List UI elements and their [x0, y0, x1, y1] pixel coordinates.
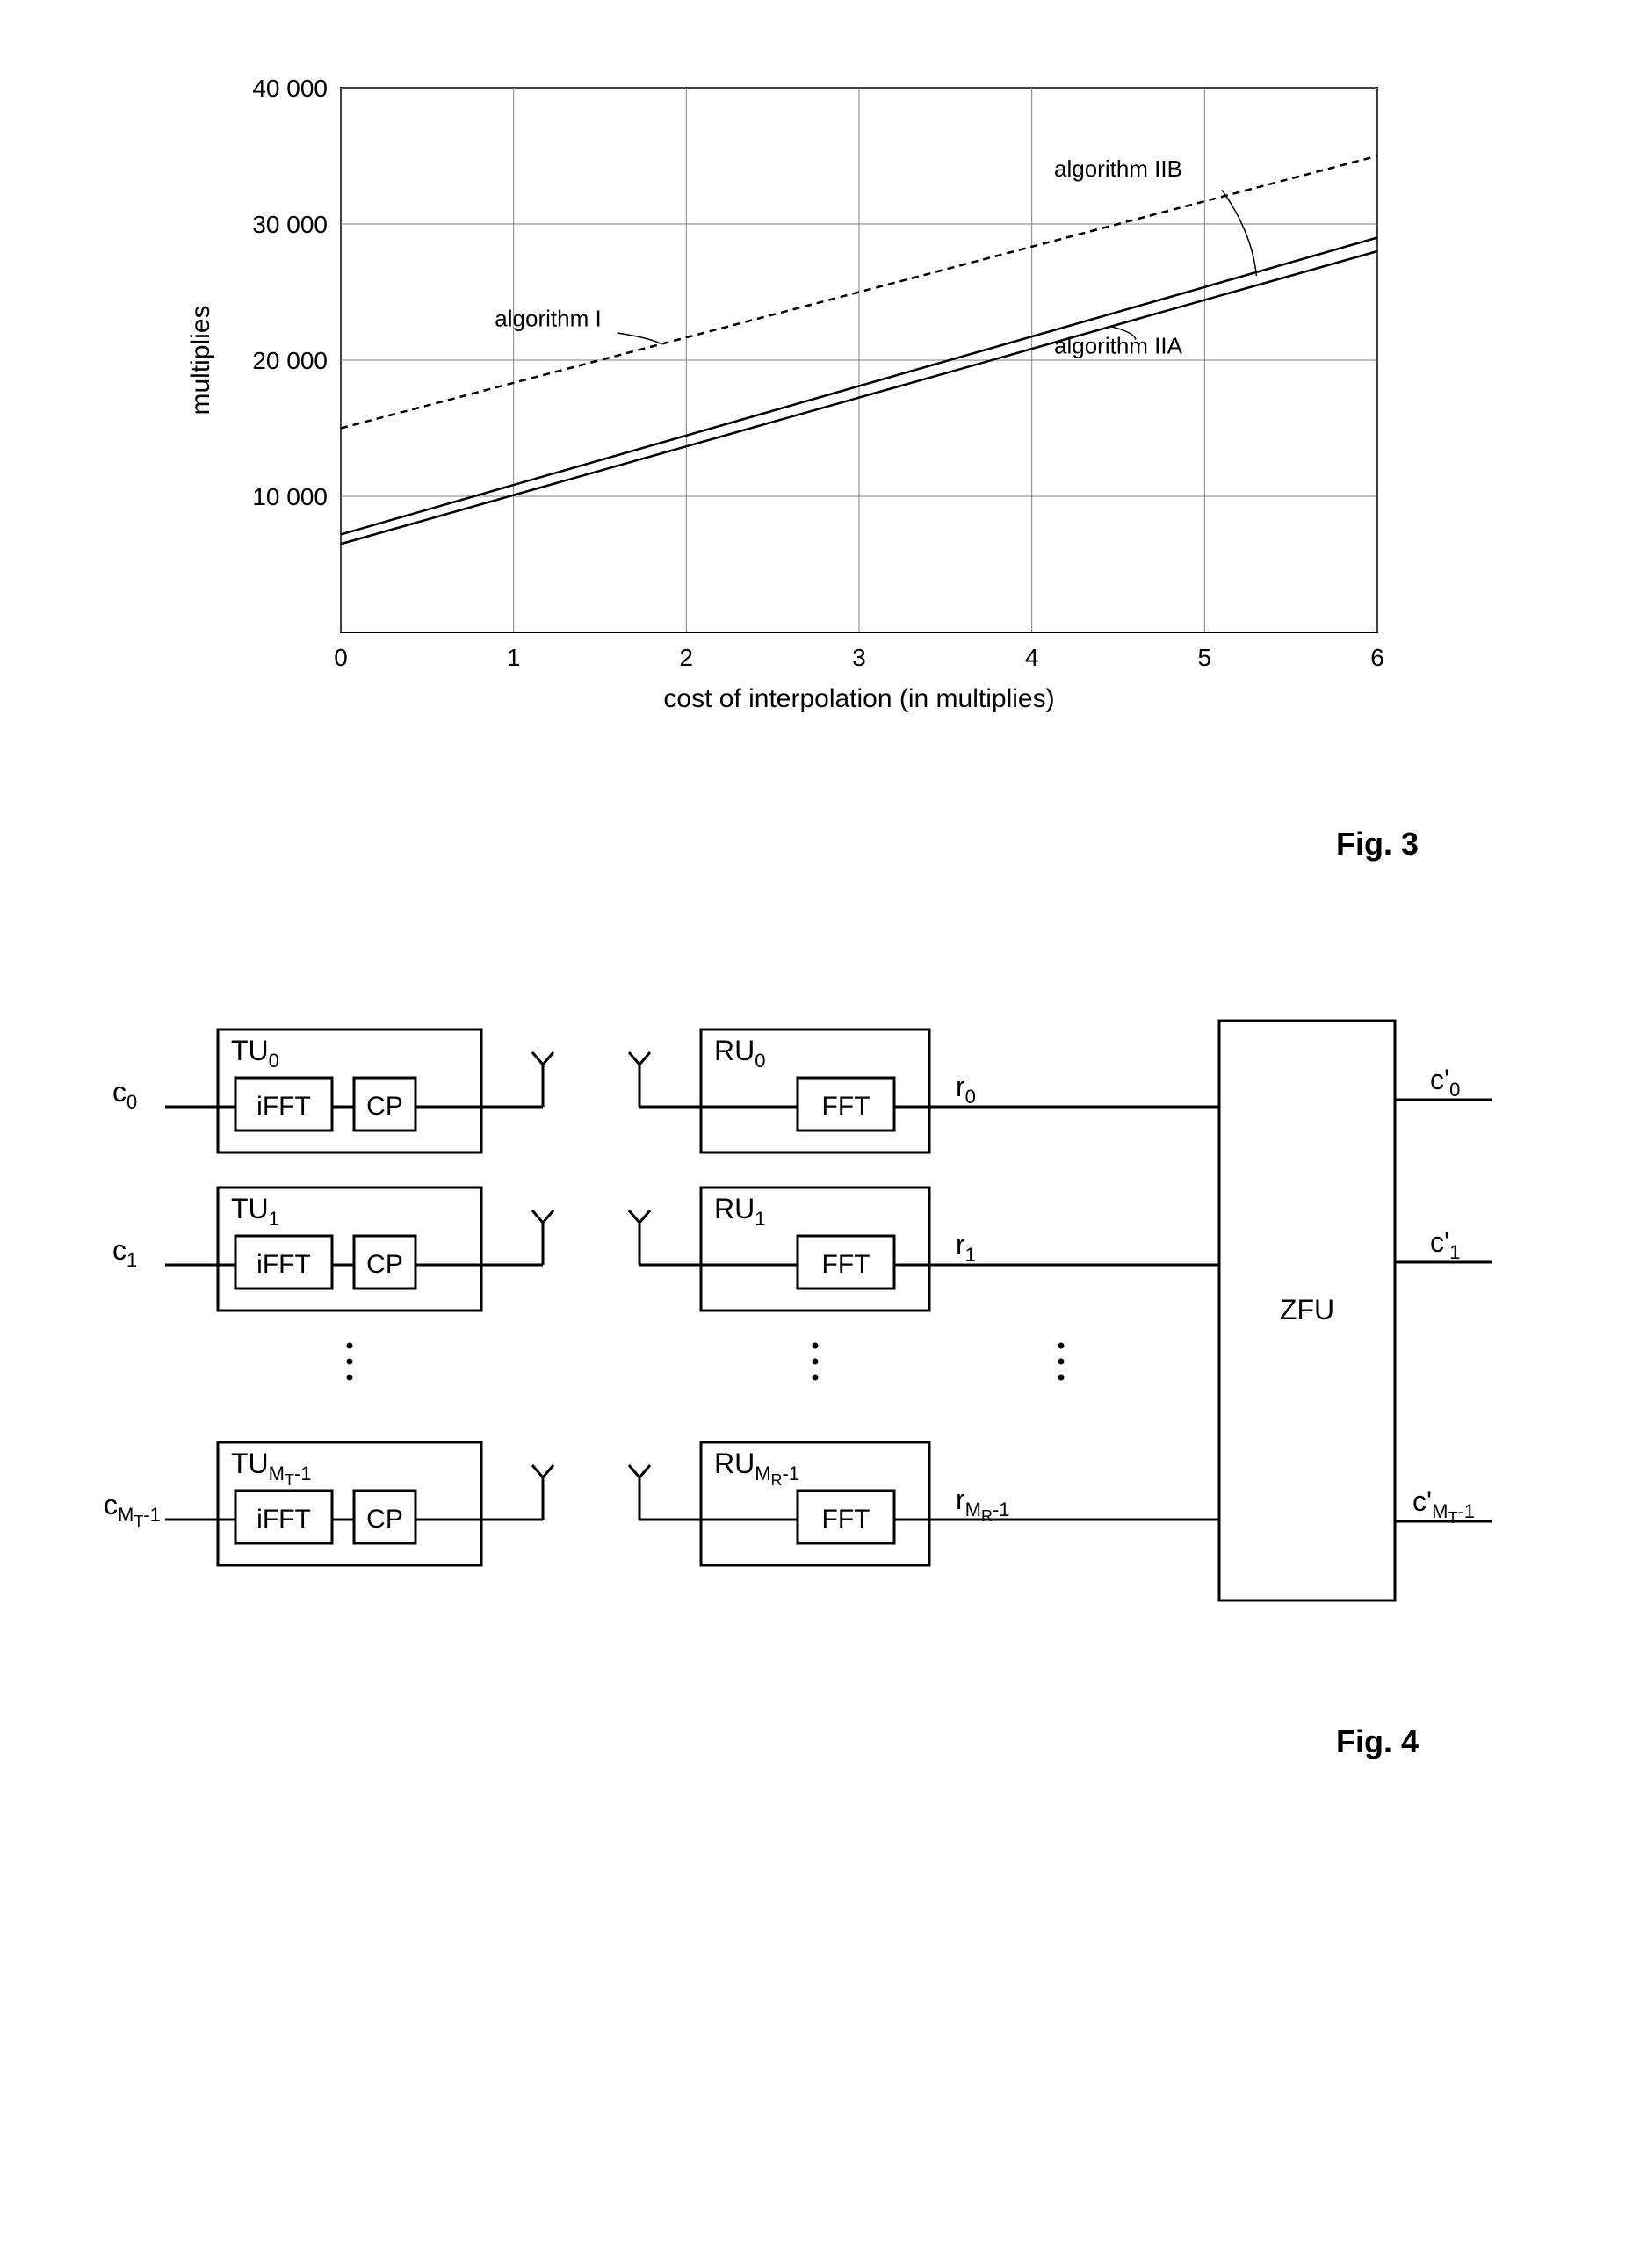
svg-text:FFT: FFT	[821, 1092, 870, 1121]
svg-text:20 000: 20 000	[252, 347, 328, 374]
svg-text:2: 2	[679, 644, 693, 671]
svg-text:0: 0	[334, 644, 348, 671]
svg-text:10 000: 10 000	[252, 483, 328, 510]
figure-4: ZFUc0TU0iFFTCPRU0FFTr0c'0c1TU1iFFTCPRU1F…	[70, 968, 1577, 1760]
svg-text:5: 5	[1197, 644, 1211, 671]
svg-text:CP: CP	[366, 1250, 403, 1279]
svg-text:6: 6	[1370, 644, 1384, 671]
fig4-caption: Fig. 4	[70, 1723, 1577, 1760]
svg-text:FFT: FFT	[821, 1250, 870, 1279]
fig3-chart: 0 1 2 3 4 5 6 10 000 20 000 30 000 40 000 cost of i…	[165, 53, 1483, 773]
svg-text:CP: CP	[366, 1092, 403, 1121]
svg-text:iFFT: iFFT	[256, 1250, 311, 1279]
svg-text:multiplies: multiplies	[186, 305, 215, 415]
svg-text:30 000: 30 000	[252, 211, 328, 238]
svg-text:algorithm IIA: algorithm IIA	[1054, 332, 1183, 358]
svg-text:iFFT: iFFT	[256, 1092, 311, 1121]
svg-text:r1: r1	[956, 1229, 976, 1266]
svg-text:cMT-1: cMT-1	[104, 1489, 161, 1530]
svg-text:c'1: c'1	[1430, 1226, 1460, 1263]
svg-text:FFT: FFT	[821, 1505, 870, 1534]
svg-text:4: 4	[1024, 644, 1038, 671]
svg-text:3: 3	[852, 644, 866, 671]
svg-text:algorithm IIB: algorithm IIB	[1054, 155, 1182, 182]
svg-text:CP: CP	[366, 1505, 403, 1534]
svg-text:1: 1	[506, 644, 520, 671]
fig3-caption: Fig. 3	[70, 826, 1577, 863]
svg-text:cost of interpolation (in mult: cost of interpolation (in multiplies)	[663, 684, 1054, 713]
figure-3: 0 1 2 3 4 5 6 10 000 20 000 30 000 40 000 cost of i…	[70, 53, 1577, 863]
svg-text:iFFT: iFFT	[256, 1505, 311, 1534]
svg-text:c'0: c'0	[1430, 1064, 1460, 1101]
fig4-diagram: ZFUc0TU0iFFTCPRU0FFTr0c'0c1TU1iFFTCPRU1F…	[77, 968, 1571, 1671]
svg-text:ZFU: ZFU	[1279, 1294, 1333, 1325]
svg-text:40 000: 40 000	[252, 75, 328, 102]
svg-text:algorithm I: algorithm I	[495, 305, 601, 331]
svg-text:c1: c1	[112, 1234, 137, 1271]
svg-text:r0: r0	[956, 1071, 976, 1108]
svg-text:c0: c0	[112, 1076, 137, 1113]
